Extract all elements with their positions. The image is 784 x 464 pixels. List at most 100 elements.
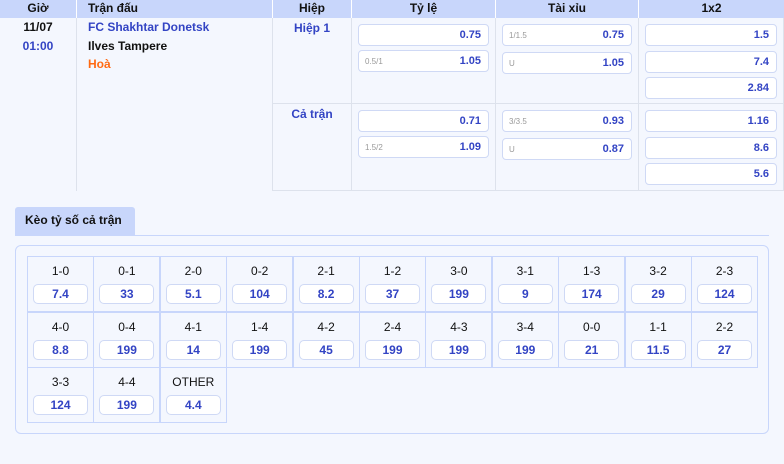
- overunder-odd-button[interactable]: 3/3.5 0.93: [502, 110, 632, 132]
- score-odd-button[interactable]: 124: [697, 284, 752, 304]
- score-label: 4-1: [184, 319, 202, 334]
- header-overunder: Tài xỉu: [496, 0, 639, 18]
- score-cell: 4-1 14: [159, 311, 227, 368]
- handicap-odd-button[interactable]: 0.5/1 1.05: [358, 50, 489, 72]
- away-team[interactable]: Ilves Tampere: [88, 38, 168, 53]
- score-cell: 1-2 37: [359, 256, 426, 312]
- score-odd-button[interactable]: 104: [232, 284, 288, 304]
- odd-value: 2.84: [747, 82, 769, 94]
- score-odd-button[interactable]: 199: [99, 395, 155, 415]
- header-time: Giờ: [0, 0, 77, 18]
- score-label: 4-3: [450, 319, 468, 334]
- x12-odd-button[interactable]: 5.6: [645, 163, 777, 185]
- score-odd-button[interactable]: 124: [33, 395, 88, 415]
- score-label: 0-0: [583, 319, 601, 334]
- handicap-line: 0.5/1: [365, 57, 383, 66]
- score-cell: 0-2 104: [226, 256, 294, 312]
- overunder-odd-button[interactable]: U 0.87: [502, 138, 632, 160]
- header-handicap: Tỷ lệ: [352, 0, 496, 18]
- table-header: Giờ Trận đấu Hiệp Tỷ lệ Tài xỉu 1x2: [0, 0, 784, 18]
- score-odd-button[interactable]: 174: [564, 284, 620, 304]
- score-cell: 1-1 11.5: [624, 311, 692, 368]
- odd-value: 0.93: [602, 115, 624, 127]
- odd-value: 7.4: [753, 55, 769, 68]
- score-odd-button[interactable]: 9: [497, 284, 553, 304]
- handicap-odd-button[interactable]: 1.5/2 1.09: [358, 136, 489, 158]
- score-label: 1-4: [251, 319, 269, 334]
- score-cell: 3-3 124: [27, 367, 94, 423]
- odd-value: 8.6: [753, 141, 769, 154]
- score-cell: 2-3 124: [691, 256, 758, 312]
- score-cell: 0-0 21: [558, 311, 626, 368]
- handicap-odd-button[interactable]: 0.75: [358, 24, 489, 46]
- score-label: 2-0: [184, 264, 202, 278]
- score-cell: 3-2 29: [624, 256, 692, 312]
- x12-cell: 1.5 7.4 2.84: [639, 18, 784, 103]
- score-cell: 2-1 8.2: [292, 256, 360, 312]
- score-odd-button[interactable]: 7.4: [33, 284, 88, 304]
- odd-value: 0.75: [459, 29, 481, 41]
- score-odd-button[interactable]: 14: [165, 339, 221, 360]
- score-odd-button[interactable]: 29: [630, 284, 686, 304]
- score-odd-button[interactable]: 199: [497, 339, 553, 360]
- score-odd-button[interactable]: 8.2: [298, 284, 354, 304]
- score-odd-button[interactable]: 33: [99, 284, 155, 304]
- score-label: 1-1: [649, 319, 667, 334]
- score-odd-button[interactable]: 8.8: [33, 339, 88, 360]
- overunder-cell: 3/3.5 0.93 U 0.87: [496, 104, 639, 190]
- score-label: 2-4: [383, 319, 402, 334]
- score-label: 3-3: [51, 375, 70, 389]
- score-odd-button[interactable]: 199: [431, 339, 487, 360]
- score-odd-button[interactable]: 21: [564, 339, 620, 360]
- score-odd-button[interactable]: 199: [365, 339, 420, 360]
- score-cell: 1-0 7.4: [27, 256, 94, 312]
- score-label: 3-1: [516, 264, 534, 278]
- kickoff-time: 01:00: [22, 38, 54, 53]
- header-1x2: 1x2: [701, 1, 722, 15]
- score-cell: 1-3 174: [558, 256, 626, 312]
- odd-value: 1.05: [602, 57, 624, 69]
- x12-odd-button[interactable]: 8.6: [645, 136, 777, 159]
- score-cell: OTHER 4.4: [159, 367, 227, 423]
- tab-correct-score[interactable]: Kèo tỷ số cả trận: [15, 207, 135, 235]
- x12-odd-button[interactable]: 2.84: [645, 77, 777, 99]
- odd-value: 1.5: [753, 29, 769, 41]
- score-cell: 0-1 33: [93, 256, 161, 312]
- score-odd-button[interactable]: 45: [298, 339, 354, 360]
- score-odd-button[interactable]: 37: [365, 284, 420, 304]
- score-label: OTHER: [172, 375, 215, 389]
- header-match: Trận đấu: [77, 0, 273, 18]
- overunder-line: 3/3.5: [509, 117, 527, 126]
- overunder-odd-button[interactable]: 1/1.5 0.75: [502, 24, 632, 46]
- score-cell: 3-4 199: [491, 311, 559, 368]
- score-cell: 2-2 27: [691, 311, 758, 368]
- score-odd-button[interactable]: 4.4: [165, 395, 221, 415]
- score-odd-button[interactable]: 11.5: [630, 339, 686, 360]
- overunder-line: 1/1.5: [509, 31, 527, 40]
- odd-value: 5.6: [753, 168, 769, 180]
- odd-value: 1.16: [747, 115, 769, 127]
- correct-score-panel: 1-0 7.4 0-1 33 2-0 5.1 0-2 104 2-1 8.2 1-2 37 3-0 199…: [15, 245, 769, 434]
- score-cell: 2-0 5.1: [159, 256, 227, 312]
- match-teams: FC Shakhtar Donetsk Ilves Tampere Hoà: [77, 18, 273, 191]
- overunder-odd-button[interactable]: U 1.05: [502, 52, 632, 74]
- score-label: 2-3: [715, 264, 734, 278]
- home-team[interactable]: FC Shakhtar Donetsk: [88, 20, 210, 34]
- score-cell: 3-0 199: [425, 256, 493, 312]
- score-odd-button[interactable]: 199: [99, 339, 155, 360]
- handicap-odd-button[interactable]: 0.71: [358, 110, 489, 132]
- x12-odd-button[interactable]: 1.5: [645, 24, 777, 46]
- score-label: 2-2: [715, 319, 734, 334]
- period-row: Hiệp 1 0.75 0.5/1 1.05 1/1.5 0.75 U 1.05 1.5 7.4 2…: [273, 18, 784, 104]
- score-odd-button[interactable]: 5.1: [165, 284, 221, 304]
- x12-odd-button[interactable]: 1.16: [645, 110, 777, 132]
- score-odd-button[interactable]: 27: [697, 339, 752, 360]
- score-label: 3-0: [450, 264, 468, 278]
- x12-odd-button[interactable]: 7.4: [645, 50, 777, 73]
- overunder-line: U: [509, 59, 515, 68]
- score-odd-button[interactable]: 199: [232, 339, 288, 360]
- odd-value: 0.75: [602, 29, 624, 41]
- score-label: 4-2: [317, 319, 335, 334]
- score-odd-button[interactable]: 199: [431, 284, 487, 304]
- score-cell: 4-0 8.8: [27, 311, 94, 368]
